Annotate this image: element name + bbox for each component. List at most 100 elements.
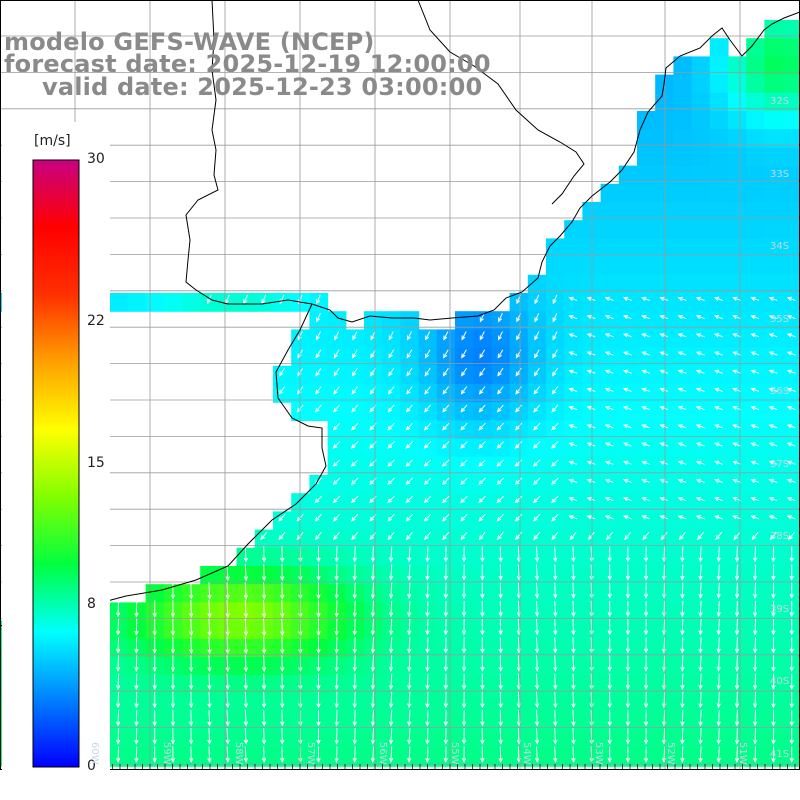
- speed-cell: [764, 165, 784, 185]
- speed-cell: [436, 329, 456, 349]
- speed-cell: [273, 293, 292, 312]
- wind-arrow: [750, 460, 760, 465]
- speed-cell: [473, 529, 492, 549]
- speed-cell: [691, 92, 711, 112]
- speed-cell: [746, 529, 765, 549]
- speed-cell: [364, 402, 383, 421]
- wind-arrow: [604, 424, 614, 429]
- wind-arrow: [152, 728, 157, 745]
- wind-arrow: [243, 546, 249, 563]
- speed-cell: [455, 329, 474, 349]
- wind-arrow: [571, 619, 576, 636]
- speed-cell: [709, 147, 729, 167]
- speed-cell: [400, 347, 420, 367]
- wind-arrow: [189, 728, 194, 745]
- speed-cell: [746, 165, 765, 185]
- speed-cell: [364, 329, 383, 349]
- wind-arrow: [261, 709, 267, 727]
- speed-cell: [728, 183, 747, 203]
- wind-arrow: [352, 546, 357, 563]
- speed-cell: [163, 293, 183, 312]
- wind-arrow: [677, 478, 687, 483]
- wind-arrow: [553, 746, 558, 763]
- speed-cell: [782, 202, 800, 221]
- speed-cell: [564, 274, 583, 294]
- wind-arrow: [388, 637, 394, 654]
- wind-arrow: [225, 581, 230, 600]
- wind-arrow: [551, 459, 559, 467]
- wind-arrow: [551, 404, 559, 413]
- wind-arrow: [498, 691, 503, 709]
- wind-arrow: [314, 422, 322, 431]
- wind-arrow: [370, 655, 376, 672]
- wind-arrow: [734, 709, 740, 727]
- speed-cell: [527, 456, 547, 476]
- speed-cell: [782, 129, 800, 148]
- speed-cell: [673, 438, 693, 458]
- wind-arrow: [225, 709, 230, 727]
- speed-cell: [327, 529, 347, 549]
- speed-cell: [764, 293, 784, 312]
- wind-arrow: [714, 497, 723, 502]
- speed-cell: [764, 256, 784, 276]
- wind-arrow: [461, 709, 467, 727]
- wind-arrow: [714, 387, 723, 392]
- wind-arrow: [498, 619, 503, 636]
- speed-cell: [600, 402, 620, 421]
- wind-arrow: [734, 691, 740, 709]
- wind-arrow: [734, 564, 740, 581]
- wind-arrow: [443, 655, 448, 672]
- speed-cell: [600, 220, 620, 239]
- wind-arrow: [643, 691, 649, 709]
- wind-arrow: [351, 513, 359, 522]
- speed-cell: [473, 493, 492, 512]
- wind-arrow: [643, 619, 649, 636]
- speed-cell: [764, 238, 784, 258]
- wind-arrow: [571, 655, 576, 672]
- wind-arrow: [261, 691, 267, 709]
- speed-cell: [455, 456, 474, 476]
- wind-arrow: [442, 404, 450, 413]
- wind-arrow: [388, 618, 394, 636]
- wind-arrow: [152, 710, 157, 727]
- speed-cell: [618, 274, 638, 294]
- wind-arrow: [152, 618, 157, 637]
- wind-arrow: [443, 564, 448, 581]
- latitude-label: 39S: [770, 603, 790, 615]
- speed-cell: [400, 456, 420, 476]
- wind-arrow: [443, 619, 448, 636]
- speed-cell: [309, 529, 329, 549]
- wind-arrow: [261, 673, 267, 691]
- wind-arrow: [425, 709, 430, 727]
- wind-arrow: [571, 637, 576, 654]
- wind-arrow: [625, 546, 631, 563]
- wind-arrow: [332, 441, 341, 449]
- wind-arrow: [497, 386, 504, 395]
- speed-cell: [746, 74, 765, 94]
- speed-cell: [509, 511, 529, 531]
- wind-arrow: [387, 404, 395, 413]
- speed-cell: [691, 365, 711, 385]
- speed-cell: [618, 293, 638, 312]
- speed-cell: [473, 329, 492, 349]
- wind-arrow: [568, 497, 578, 502]
- wind-arrow: [750, 478, 760, 483]
- speed-cell: [673, 147, 693, 167]
- speed-cell: [527, 529, 547, 549]
- speed-cell: [746, 293, 765, 312]
- wind-arrow: [352, 673, 357, 691]
- wind-arrow: [334, 582, 339, 600]
- wind-arrow: [407, 582, 412, 600]
- wind-arrow: [496, 531, 504, 541]
- wind-arrow: [460, 459, 468, 467]
- speed-cell: [473, 420, 492, 440]
- wind-arrow: [586, 478, 596, 483]
- speed-cell: [618, 220, 638, 239]
- wind-arrow: [680, 709, 685, 727]
- wind-arrow: [571, 546, 576, 563]
- wind-arrow: [750, 424, 760, 429]
- speed-cell: [455, 511, 474, 531]
- wind-arrow: [333, 386, 340, 395]
- speed-cell: [491, 365, 511, 385]
- wind-arrow: [552, 349, 558, 359]
